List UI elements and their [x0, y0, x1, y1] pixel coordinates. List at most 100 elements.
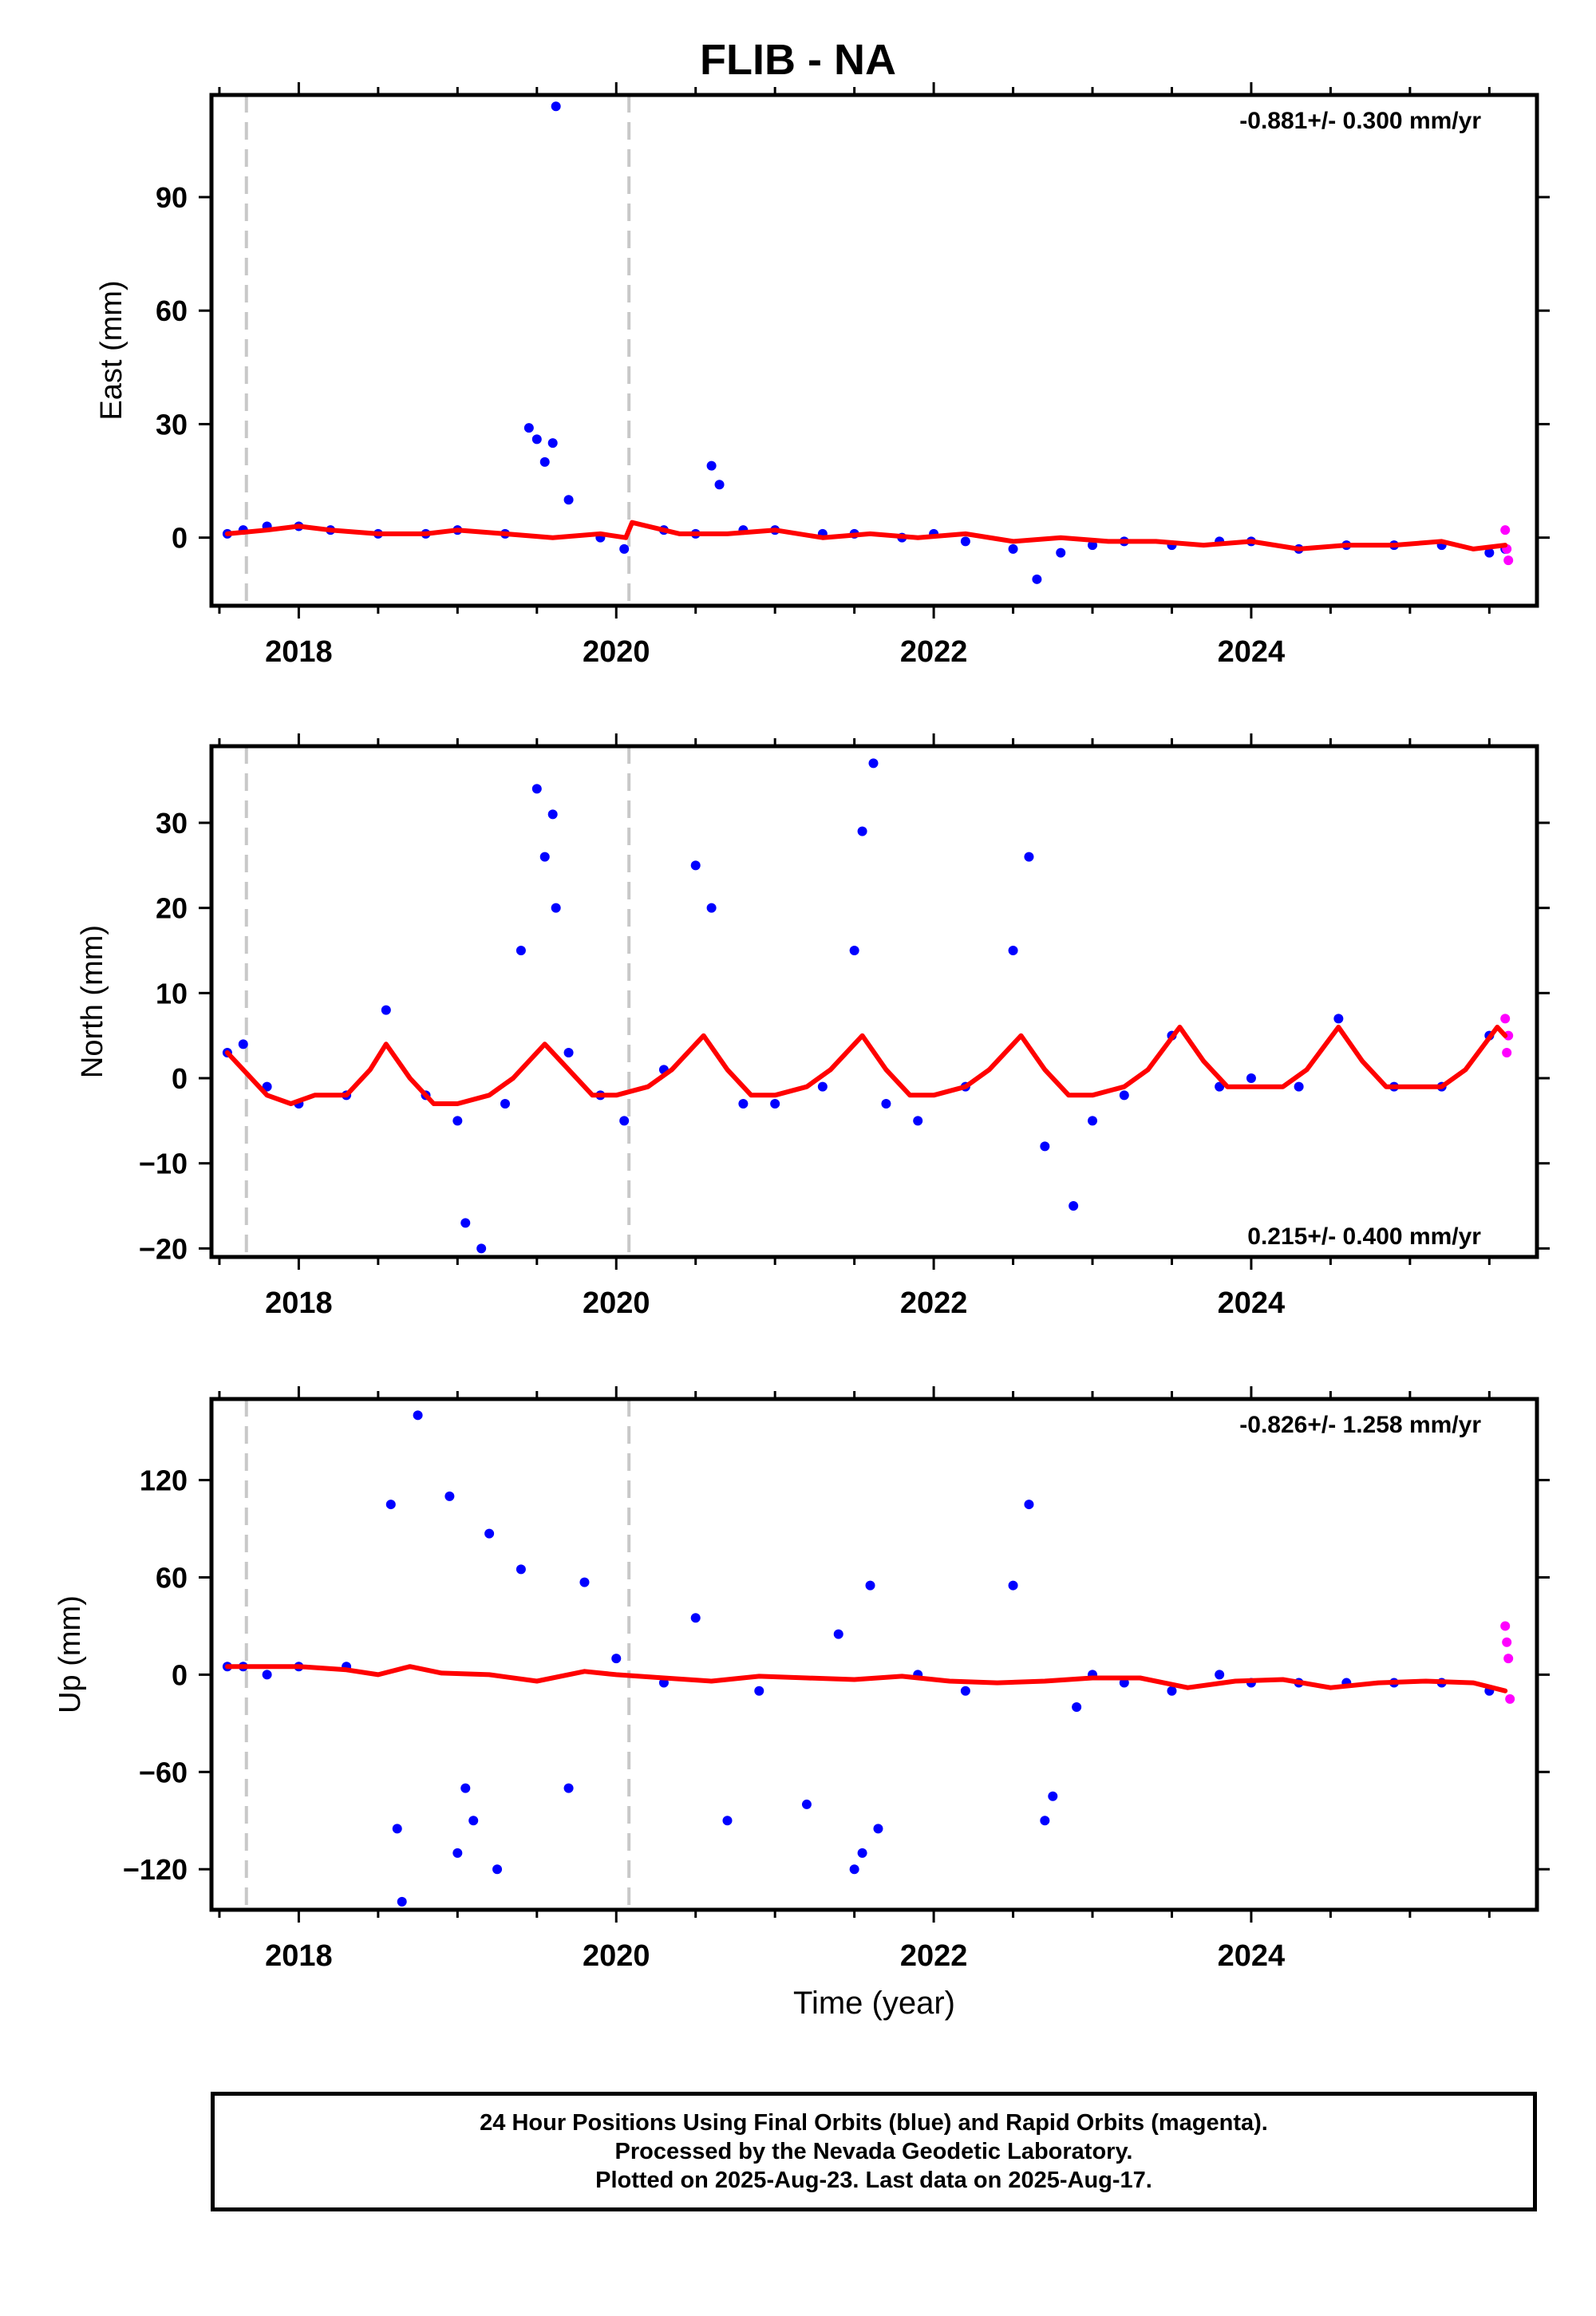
final-orbit-point [1032, 574, 1042, 584]
final-orbit-point [531, 434, 542, 445]
final-orbit-point [1040, 1141, 1050, 1152]
rate-annotation: -0.826+/- 1.258 mm/yr [1239, 1412, 1481, 1438]
x-tick-label: 2022 [900, 1286, 968, 1320]
final-orbit-point [1008, 543, 1018, 554]
y-tick-label: 0 [172, 522, 188, 555]
final-orbit-point [444, 1491, 455, 1501]
final-orbit-point [849, 946, 859, 955]
final-orbit-point [547, 438, 558, 449]
final-orbit-point [531, 784, 542, 794]
final-orbit-point [452, 1848, 463, 1858]
final-orbit-point [960, 536, 970, 547]
x-tick-label: 2020 [583, 635, 650, 669]
fit-line [224, 520, 1508, 551]
final-orbit-point [413, 1410, 423, 1421]
final-orbit-point [1294, 1081, 1304, 1092]
x-tick-label: 2018 [265, 1939, 333, 1973]
fit-line [224, 1025, 1508, 1106]
y-axis-label: East (mm) [95, 280, 128, 420]
points-group [222, 758, 1514, 1254]
final-orbit-point [381, 1005, 391, 1015]
points-group [222, 1410, 1515, 1907]
final-orbit-point [1215, 1081, 1225, 1092]
final-orbit-point [385, 1500, 396, 1510]
final-orbit-point [238, 1039, 248, 1049]
final-orbit-point [516, 1564, 526, 1575]
final-orbit-point [539, 456, 550, 467]
final-orbit-point [392, 1824, 402, 1834]
rapid-orbit-point [1500, 525, 1511, 536]
final-orbit-point [460, 1783, 471, 1793]
x-tick-label: 2022 [900, 1939, 968, 1973]
final-orbit-point [492, 1864, 503, 1875]
y-tick-label: 0 [172, 1062, 188, 1095]
y-tick-label: −20 [139, 1232, 188, 1265]
y-tick-label: −10 [139, 1148, 188, 1180]
final-orbit-point [1088, 1116, 1098, 1126]
panel-2: 2018 2020 2022 2024 −20 −10 0 10 20 30 North (mm) 0… [76, 733, 1550, 1320]
final-orbit-point [579, 1577, 590, 1587]
y-tick-label: −60 [139, 1756, 188, 1788]
y-axis-label: Up (mm) [53, 1595, 87, 1713]
y-axis-label: North (mm) [76, 925, 109, 1078]
final-orbit-point [714, 480, 725, 490]
y-tick-label: 20 [156, 892, 188, 925]
final-orbit-point [706, 903, 717, 913]
final-orbit-point [1167, 1686, 1177, 1696]
final-orbit-point [857, 826, 867, 836]
rate-annotation: 0.215+/- 0.400 mm/yr [1247, 1223, 1481, 1250]
rapid-orbit-point [1503, 555, 1514, 566]
final-orbit-point [1056, 547, 1066, 558]
footer-line-2: Processed by the Nevada Geodetic Laborat… [614, 2139, 1133, 2164]
final-orbit-point [500, 1099, 511, 1109]
final-orbit-point [460, 1218, 471, 1228]
x-tick-label: 2020 [583, 1939, 650, 1973]
plot-frame [209, 93, 1539, 608]
final-orbit-point [452, 1116, 463, 1126]
final-orbit-point [547, 809, 558, 820]
rapid-orbit-point [1502, 1048, 1512, 1057]
final-orbit-point [551, 101, 561, 112]
final-orbit-point [722, 1816, 733, 1826]
final-orbit-point [1484, 547, 1495, 558]
final-orbit-point [539, 852, 550, 862]
final-orbit-point [1088, 540, 1098, 551]
final-orbit-point [1215, 1670, 1225, 1680]
final-orbit-point [690, 860, 701, 871]
final-orbit-point [619, 543, 630, 554]
final-orbit-point [1008, 946, 1018, 955]
final-orbit-point [817, 1081, 828, 1092]
footer-line-1: 24 Hour Positions Using Final Orbits (bl… [480, 2110, 1268, 2136]
final-orbit-point [551, 903, 561, 913]
final-orbit-point [801, 1799, 812, 1809]
x-tick-label: 2018 [265, 1286, 333, 1320]
y-tick-label: 30 [156, 408, 188, 441]
points-group [222, 101, 1514, 584]
y-tick-label: −120 [123, 1853, 188, 1886]
rapid-orbit-point [1503, 1654, 1514, 1664]
x-axis-label: Time (year) [793, 1986, 955, 2021]
final-orbit-point [770, 1099, 780, 1109]
final-orbit-point [563, 1783, 574, 1793]
final-orbit-point [516, 946, 526, 955]
y-tick-label: 60 [156, 294, 188, 327]
x-tick-label: 2020 [583, 1286, 650, 1320]
x-tick-label: 2024 [1218, 635, 1286, 669]
final-orbit-point [857, 1848, 867, 1858]
final-orbit-point [1333, 1014, 1344, 1024]
x-tick-label: 2024 [1218, 1286, 1286, 1320]
plot-title: FLIB - NA [700, 36, 896, 84]
x-tick-label: 2018 [265, 635, 333, 669]
final-orbit-point [1024, 852, 1034, 862]
final-orbit-point [1119, 1090, 1129, 1101]
final-orbit-point [690, 1613, 701, 1623]
final-orbit-point [754, 1686, 764, 1696]
final-orbit-point [960, 1686, 970, 1696]
final-orbit-point [563, 495, 574, 505]
y-tick-label: 0 [172, 1658, 188, 1691]
final-orbit-point [833, 1629, 843, 1639]
final-orbit-point [262, 1670, 272, 1680]
final-orbit-point [865, 1580, 875, 1591]
rapid-orbit-point [1500, 1621, 1511, 1631]
y-tick-label: 60 [156, 1561, 188, 1594]
